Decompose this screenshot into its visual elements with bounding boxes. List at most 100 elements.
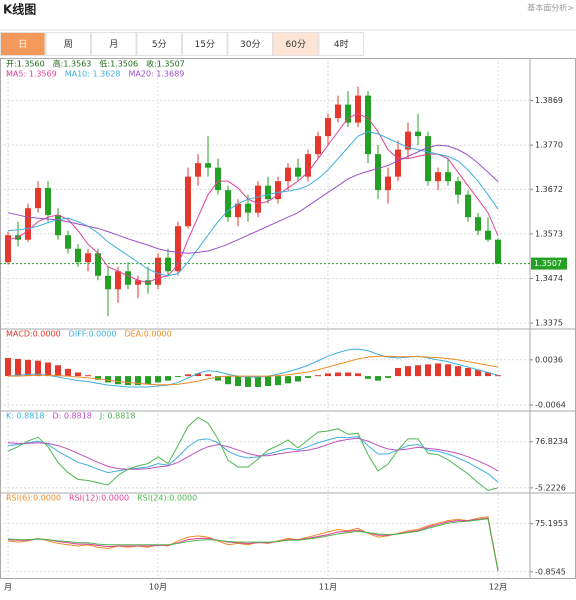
last-price-label: 1.3507 <box>534 259 562 268</box>
tab-bg[interactable] <box>273 32 319 56</box>
candle-body <box>385 176 391 191</box>
y-tick-label: 75.1953 <box>535 519 568 528</box>
macd-bar <box>135 376 141 386</box>
macd-bar <box>65 368 71 377</box>
tab[interactable]: 30分 <box>240 39 260 50</box>
macd-bar <box>55 365 61 377</box>
indicator-line <box>7 518 499 572</box>
macd-bar <box>195 373 201 377</box>
tab[interactable]: 4时 <box>334 38 349 50</box>
x-tick-label: 11月 <box>319 583 337 592</box>
macd-bar <box>45 362 51 377</box>
macd-bar <box>315 375 321 377</box>
candle-body <box>125 271 131 285</box>
candle-body <box>465 194 471 218</box>
macd-bar <box>425 364 431 377</box>
macd-bar <box>445 364 451 377</box>
tab[interactable]: 周 <box>64 39 73 50</box>
legend-item: 低:1.3506 <box>99 59 138 69</box>
candle-body <box>325 118 331 137</box>
candle-body <box>285 167 291 182</box>
macd-bar <box>305 376 311 378</box>
legend-item: DEA:0.0000 <box>124 330 171 339</box>
macd-bar <box>295 376 301 382</box>
candle-body <box>115 271 121 290</box>
tab[interactable]: 日 <box>18 39 27 50</box>
tab-bg[interactable] <box>136 32 182 56</box>
macd-bar <box>15 358 21 377</box>
macd-bar <box>165 376 171 381</box>
y-tick-label: 76.8234 <box>535 437 568 446</box>
x-tick-label: 12月 <box>489 583 507 592</box>
macd-bar <box>485 372 491 377</box>
macd-bar <box>475 369 481 377</box>
candle-body <box>195 163 201 177</box>
macd-bar <box>435 363 441 377</box>
indicator-line <box>7 113 499 284</box>
macd-bar <box>255 376 261 387</box>
tab-bg[interactable] <box>45 32 91 56</box>
legend-item: 开:1.3560 <box>6 60 45 69</box>
indicator-line <box>7 144 499 254</box>
macd-bar <box>495 375 501 377</box>
candle-body <box>445 172 451 182</box>
tab-bg[interactable] <box>318 32 364 56</box>
candle-body <box>65 235 71 249</box>
macd-bar <box>455 366 461 377</box>
y-tick-label: 1.3573 <box>535 229 563 238</box>
macd-bar <box>395 367 401 377</box>
y-tick-label: 1.3770 <box>535 141 563 150</box>
tab[interactable]: 60分 <box>286 39 306 50</box>
macd-bar <box>335 372 341 377</box>
candle-body <box>305 154 311 177</box>
tab[interactable]: 月 <box>109 39 118 50</box>
tab[interactable]: 5分 <box>152 39 167 50</box>
indicator-line <box>8 355 499 386</box>
candle-body <box>45 187 51 215</box>
tab[interactable]: 15分 <box>195 39 215 50</box>
y-tick-label: -0.0064 <box>535 401 566 410</box>
indicator-line <box>7 348 499 388</box>
macd-bar <box>85 375 91 377</box>
legend-item: RSI(24):0.0000 <box>137 494 197 503</box>
legend-item: MACD:0.0000 <box>6 330 61 339</box>
candle-body <box>165 257 171 272</box>
x-tick-label: 月 <box>4 583 12 592</box>
macd-bar <box>405 366 411 377</box>
tab-bg[interactable] <box>91 32 137 56</box>
tab-bg[interactable] <box>182 32 228 56</box>
macd-bar <box>145 376 151 385</box>
macd-bar <box>125 376 131 386</box>
candle-body <box>475 217 481 231</box>
candle-body <box>155 257 161 285</box>
candle-body <box>245 203 251 213</box>
macd-bar <box>155 376 161 383</box>
legend-item: K: 0.8818 <box>6 412 44 421</box>
macd-bar <box>35 360 41 377</box>
candle-body <box>355 95 361 123</box>
macd-bar <box>265 376 271 387</box>
candle-body <box>485 230 491 240</box>
indicator-line <box>7 517 499 571</box>
macd-bar <box>385 376 391 378</box>
candle-body <box>365 95 371 155</box>
macd-bar <box>25 359 31 377</box>
tab-bg[interactable] <box>227 32 273 56</box>
tab-bg[interactable] <box>0 32 46 56</box>
candle-body <box>25 208 31 240</box>
candle-body <box>265 185 271 200</box>
candle-body <box>345 104 351 123</box>
candle-body <box>405 131 411 150</box>
y-tick-label: 1.3474 <box>535 274 563 283</box>
candle-body <box>255 185 261 213</box>
macd-bar <box>365 376 371 379</box>
candle-body <box>5 235 11 263</box>
y-tick-label: 0.0036 <box>535 355 563 364</box>
macd-bar <box>5 358 11 377</box>
fundamental-link[interactable]: 基本面分析> <box>527 3 574 13</box>
macd-bar <box>355 373 361 377</box>
page-title: K线图 <box>3 2 36 17</box>
legend-item: 收:1.3507 <box>146 59 185 69</box>
indicator-line <box>7 437 499 472</box>
legend-item: MA10: 1.3628 <box>65 70 121 79</box>
